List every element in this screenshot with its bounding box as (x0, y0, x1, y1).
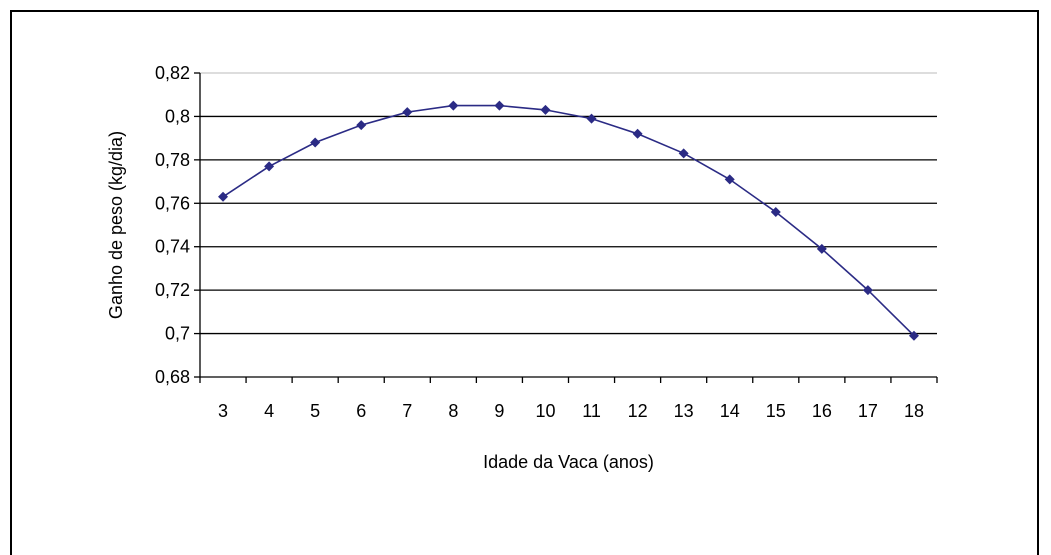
data-point (494, 100, 505, 111)
x-tick-label: 13 (674, 401, 694, 421)
x-tick-label: 17 (858, 401, 878, 421)
x-axis-title: Idade da Vaca (anos) (483, 452, 654, 472)
x-tick-label: 14 (720, 401, 740, 421)
y-tick-label: 0,7 (165, 324, 190, 344)
y-tick-label: 0,68 (155, 367, 190, 387)
data-point (310, 137, 321, 148)
chart-frame (10, 10, 1039, 555)
x-tick-label: 11 (582, 401, 601, 421)
data-point (218, 191, 229, 202)
data-point (862, 285, 873, 296)
x-tick-label: 10 (535, 401, 555, 421)
y-tick-label: 0,72 (155, 280, 190, 300)
axes (194, 72, 938, 383)
series-line (222, 104, 915, 337)
y-tick-label: 0,8 (165, 106, 190, 126)
y-tick-label: 0,74 (155, 237, 190, 257)
gridlines (200, 72, 937, 335)
y-tick-label: 0,78 (155, 150, 190, 170)
data-point (264, 161, 275, 172)
data-point (908, 330, 919, 341)
y-tick-label: 0,76 (155, 193, 190, 213)
data-point (816, 243, 827, 254)
x-tick-label: 4 (264, 401, 274, 421)
x-tick-label: 18 (904, 401, 924, 421)
data-point (678, 148, 689, 159)
x-tick-label: 12 (628, 401, 648, 421)
x-tick-label: 3 (218, 401, 228, 421)
x-tick-label: 16 (812, 401, 832, 421)
y-tick-label: 0,82 (155, 63, 190, 83)
data-point (770, 206, 781, 217)
data-point (540, 104, 551, 115)
data-point (356, 120, 367, 131)
y-axis-title: Ganho de peso (kg/dia) (106, 131, 126, 319)
data-point (724, 174, 735, 185)
x-tick-label: 8 (448, 401, 458, 421)
x-tick-label: 9 (494, 401, 504, 421)
x-tick-labels: 3 4 5 6 7 8 9 10 11 12 13 14 15 16 17 18 (218, 401, 924, 421)
data-point (402, 107, 413, 118)
x-tick-label: 5 (310, 401, 320, 421)
x-tick-label: 15 (766, 401, 786, 421)
data-point (586, 113, 597, 124)
x-tick-label: 6 (356, 401, 366, 421)
y-tick-labels: 0,68 0,7 0,72 0,74 0,76 0,78 0,8 0,82 (155, 63, 190, 387)
series (218, 100, 919, 341)
data-point (448, 100, 459, 111)
data-point (632, 128, 643, 139)
x-tick-label: 7 (402, 401, 412, 421)
